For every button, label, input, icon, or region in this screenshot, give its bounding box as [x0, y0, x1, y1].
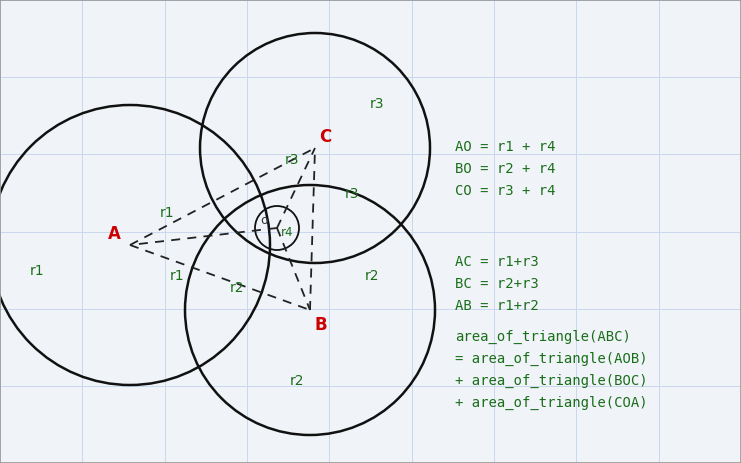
Text: BO = r2 + r4: BO = r2 + r4 — [455, 162, 556, 176]
Text: B: B — [314, 316, 327, 334]
Text: r3: r3 — [345, 187, 359, 201]
Text: r2: r2 — [230, 281, 245, 295]
Text: r1: r1 — [160, 206, 175, 220]
Text: area_of_triangle(ABC): area_of_triangle(ABC) — [455, 330, 631, 344]
Text: AC = r1+r3: AC = r1+r3 — [455, 255, 539, 269]
Text: r1: r1 — [30, 264, 44, 278]
Text: r3: r3 — [285, 153, 299, 167]
Text: AB = r1+r2: AB = r1+r2 — [455, 299, 539, 313]
Text: = area_of_triangle(AOB): = area_of_triangle(AOB) — [455, 352, 648, 366]
Text: r2: r2 — [290, 374, 305, 388]
Text: o: o — [260, 214, 268, 227]
Text: r1: r1 — [170, 269, 185, 283]
Text: + area_of_triangle(BOC): + area_of_triangle(BOC) — [455, 374, 648, 388]
Text: r2: r2 — [365, 269, 379, 283]
Text: BC = r2+r3: BC = r2+r3 — [455, 277, 539, 291]
Text: + area_of_triangle(COA): + area_of_triangle(COA) — [455, 396, 648, 410]
Text: r3: r3 — [370, 97, 385, 111]
Text: A: A — [108, 225, 121, 243]
Text: CO = r3 + r4: CO = r3 + r4 — [455, 184, 556, 198]
Text: AO = r1 + r4: AO = r1 + r4 — [455, 140, 556, 154]
Text: r4: r4 — [281, 226, 293, 239]
Text: C: C — [319, 128, 331, 146]
